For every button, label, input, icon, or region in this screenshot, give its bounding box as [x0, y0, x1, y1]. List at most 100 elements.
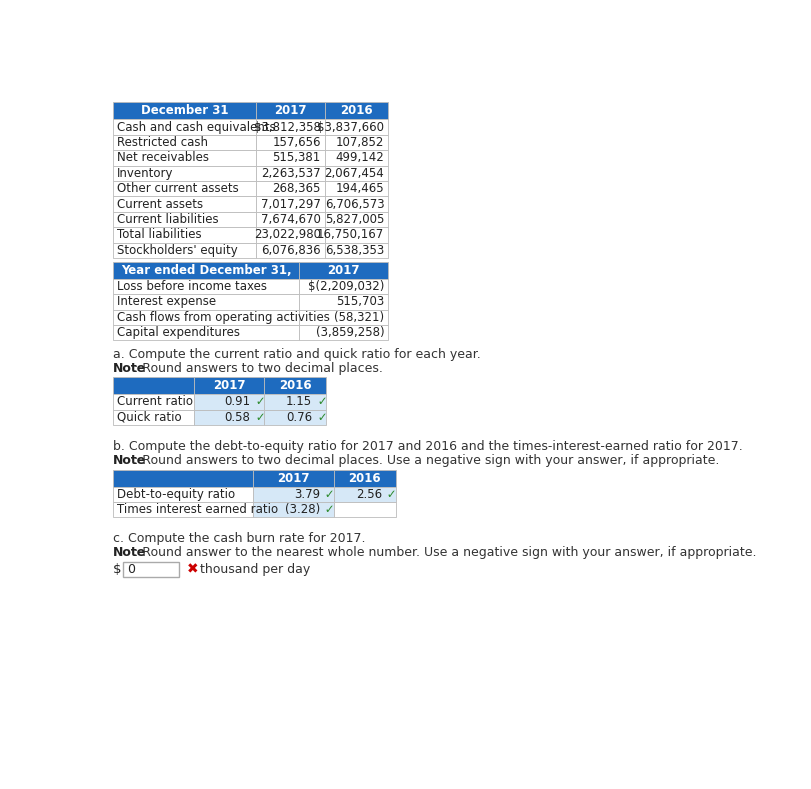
Text: ✖: ✖: [187, 563, 198, 577]
Text: 0.91: 0.91: [224, 395, 250, 409]
Text: 107,852: 107,852: [336, 136, 384, 149]
Bar: [256, 181, 324, 196]
Bar: [264, 377, 326, 394]
Bar: [299, 279, 388, 294]
Bar: [324, 227, 388, 242]
Text: 23,022,980: 23,022,980: [254, 228, 320, 241]
Text: Note: Note: [113, 546, 146, 559]
Bar: [334, 502, 396, 518]
Bar: [256, 150, 324, 166]
Text: b. Compute the debt-to-equity ratio for 2017 and 2016 and the times-interest-ear: b. Compute the debt-to-equity ratio for …: [113, 440, 743, 453]
Bar: [195, 394, 264, 409]
Bar: [195, 409, 264, 425]
Text: Loss before income taxes: Loss before income taxes: [117, 280, 267, 293]
Bar: [113, 211, 256, 227]
Bar: [324, 181, 388, 196]
Bar: [256, 227, 324, 242]
Text: Other current assets: Other current assets: [117, 182, 238, 195]
Text: 2016: 2016: [340, 104, 373, 118]
Text: Year ended December 31,: Year ended December 31,: [121, 264, 291, 277]
Text: ✓: ✓: [314, 395, 328, 409]
Text: c. Compute the cash burn rate for 2017.: c. Compute the cash burn rate for 2017.: [113, 533, 366, 545]
Bar: [113, 166, 256, 181]
Bar: [324, 196, 388, 211]
Text: ✓: ✓: [384, 488, 397, 501]
Text: 6,706,573: 6,706,573: [324, 197, 384, 211]
Bar: [264, 394, 326, 409]
Bar: [252, 469, 334, 487]
Bar: [324, 135, 388, 150]
Bar: [113, 487, 252, 502]
Text: Stockholders' equity: Stockholders' equity: [117, 244, 238, 256]
Text: (58,321): (58,321): [334, 311, 384, 323]
Text: ✓: ✓: [251, 411, 265, 424]
Text: Restricted cash: Restricted cash: [117, 136, 208, 149]
Bar: [324, 166, 388, 181]
Bar: [299, 309, 388, 325]
Text: December 31: December 31: [141, 104, 229, 118]
Bar: [195, 377, 264, 394]
Bar: [113, 394, 195, 409]
Bar: [113, 103, 256, 119]
Text: : Round answers to two decimal places.: : Round answers to two decimal places.: [134, 361, 383, 375]
Bar: [256, 196, 324, 211]
Bar: [252, 487, 334, 502]
Text: $(2,209,032): $(2,209,032): [308, 280, 384, 293]
Text: 7,674,670: 7,674,670: [261, 213, 320, 226]
Text: 3.79: 3.79: [294, 488, 320, 501]
Text: a. Compute the current ratio and quick ratio for each year.: a. Compute the current ratio and quick r…: [113, 348, 481, 361]
Text: (3.28): (3.28): [285, 503, 320, 516]
Text: Note: Note: [113, 454, 146, 467]
Text: 499,142: 499,142: [336, 151, 384, 164]
Bar: [324, 211, 388, 227]
Text: 2,263,537: 2,263,537: [261, 166, 320, 180]
Bar: [334, 487, 396, 502]
Bar: [113, 242, 256, 258]
Text: Debt-to-equity ratio: Debt-to-equity ratio: [117, 488, 235, 501]
Bar: [324, 242, 388, 258]
Bar: [113, 135, 256, 150]
Bar: [113, 227, 256, 242]
Text: 16,750,167: 16,750,167: [317, 228, 384, 241]
Text: $3,812,358: $3,812,358: [254, 121, 320, 133]
Text: 0.58: 0.58: [225, 411, 250, 424]
Text: Net receivables: Net receivables: [117, 151, 209, 164]
Bar: [113, 377, 195, 394]
Bar: [299, 262, 388, 279]
Bar: [113, 469, 252, 487]
Bar: [299, 294, 388, 309]
Bar: [299, 325, 388, 340]
Text: Total liabilities: Total liabilities: [117, 228, 201, 241]
Bar: [256, 242, 324, 258]
Bar: [334, 469, 396, 487]
Text: 2,067,454: 2,067,454: [324, 166, 384, 180]
Text: 2.56: 2.56: [356, 488, 382, 501]
Text: Current ratio: Current ratio: [117, 395, 193, 409]
Text: Interest expense: Interest expense: [117, 295, 216, 308]
Text: 2016: 2016: [279, 380, 311, 392]
Text: Cash flows from operating activities: Cash flows from operating activities: [117, 311, 330, 323]
Text: Current assets: Current assets: [117, 197, 203, 211]
Text: 1.15: 1.15: [286, 395, 312, 409]
Text: Current liabilities: Current liabilities: [117, 213, 218, 226]
Text: 2017: 2017: [213, 380, 246, 392]
Bar: [264, 409, 326, 425]
Bar: [113, 279, 299, 294]
Text: 7,017,297: 7,017,297: [261, 197, 320, 211]
Bar: [113, 181, 256, 196]
Text: 2017: 2017: [277, 472, 310, 484]
Text: Note: Note: [113, 361, 146, 375]
Bar: [113, 196, 256, 211]
Bar: [324, 150, 388, 166]
Text: Quick ratio: Quick ratio: [117, 411, 182, 424]
Bar: [324, 119, 388, 135]
Bar: [256, 166, 324, 181]
Bar: [113, 294, 299, 309]
Text: 194,465: 194,465: [336, 182, 384, 195]
Text: Capital expenditures: Capital expenditures: [117, 326, 240, 339]
Text: Cash and cash equivalents: Cash and cash equivalents: [117, 121, 276, 133]
Text: 6,076,836: 6,076,836: [261, 244, 320, 256]
Text: 0.76: 0.76: [286, 411, 312, 424]
Text: (3,859,258): (3,859,258): [315, 326, 384, 339]
Text: $: $: [113, 563, 122, 576]
